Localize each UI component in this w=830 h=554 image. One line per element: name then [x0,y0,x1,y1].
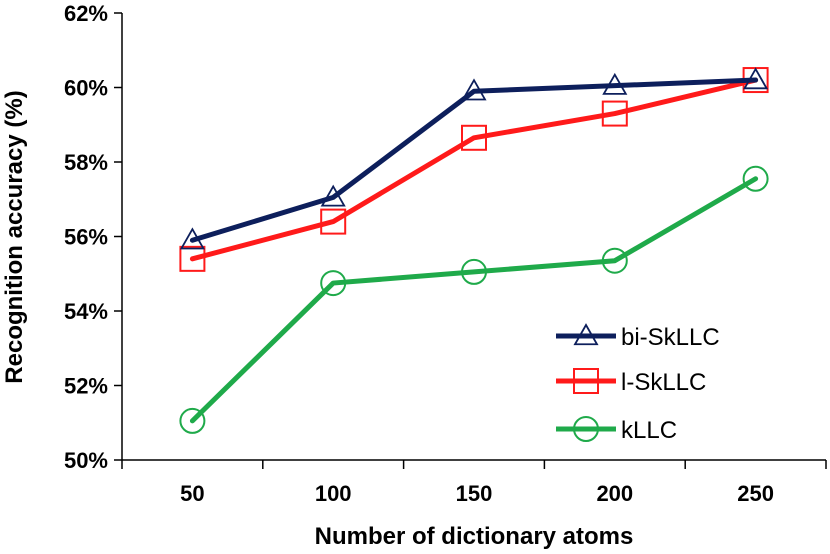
square-marker [461,124,487,151]
series-line [189,77,759,243]
circle-marker [601,247,628,274]
x-tick-label: 250 [737,481,774,506]
y-tick-label: 60% [64,76,108,101]
legend-label: kLLC [621,417,677,444]
legend-item: l-SkLLC [556,368,706,396]
triangle-marker [743,67,769,90]
circle-marker [461,258,487,285]
circle-marker [179,407,206,434]
circle-marker [320,270,347,297]
y-tick-label: 50% [64,448,108,473]
x-tick-label: 50 [180,481,204,506]
series-l-skllc [179,67,769,272]
legend-item: kLLC [556,416,677,444]
y-tick-label: 52% [64,374,108,399]
triangle-marker [461,78,487,101]
square-marker [179,245,206,272]
triangle-marker [602,72,628,95]
square-marker [601,100,628,127]
series-kllc [179,165,769,434]
legend-label: bi-SkLLC [621,324,720,351]
circle-marker [742,165,769,192]
series-line [189,77,759,262]
x-tick-label: 200 [596,481,633,506]
legend-item: bi-SkLLC [556,323,720,351]
x-tick-label: 100 [315,481,352,506]
legend: bi-SkLLC l-SkLLC kLLC [556,323,720,444]
circle-marker [573,416,599,442]
triangle-marker [179,227,205,250]
x-tick-label: 150 [456,481,493,506]
y-tick-label: 58% [64,150,108,175]
x-axis-ticks: 50 100 150 200 250 [121,460,827,506]
y-axis-title: Recognition accuracy (%) [1,90,28,383]
series-bi-skllc [179,67,769,250]
y-tick-label: 54% [64,299,108,324]
y-axis-ticks: 50% 52% 54% 56% 58% 60% 62% [64,1,122,473]
triangle-marker [573,323,599,346]
y-tick-label: 56% [64,225,108,250]
x-axis-title: Number of dictionary atoms [315,523,634,550]
y-tick-label: 62% [64,1,108,26]
square-marker [320,208,347,235]
triangle-marker [320,184,346,207]
series-line [189,176,759,424]
square-marker [573,368,599,394]
series-layer [179,67,769,434]
legend-label: l-SkLLC [621,369,706,396]
